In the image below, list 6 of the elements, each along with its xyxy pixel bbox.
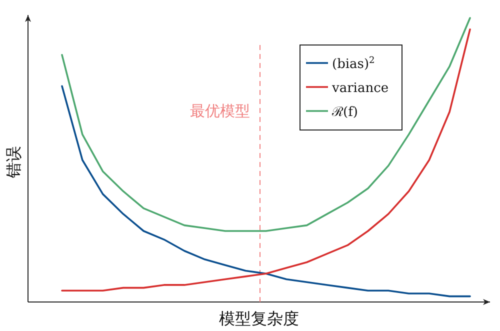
legend-label: variance	[331, 81, 389, 96]
y-axis-title: 错误	[4, 146, 23, 179]
legend-label: ℛ(f)	[331, 105, 358, 120]
x-axis-title: 模型复杂度	[219, 309, 299, 328]
legend-label: (bias)$^{2}$	[332, 56, 375, 72]
annotation: 最优模型	[190, 102, 250, 120]
